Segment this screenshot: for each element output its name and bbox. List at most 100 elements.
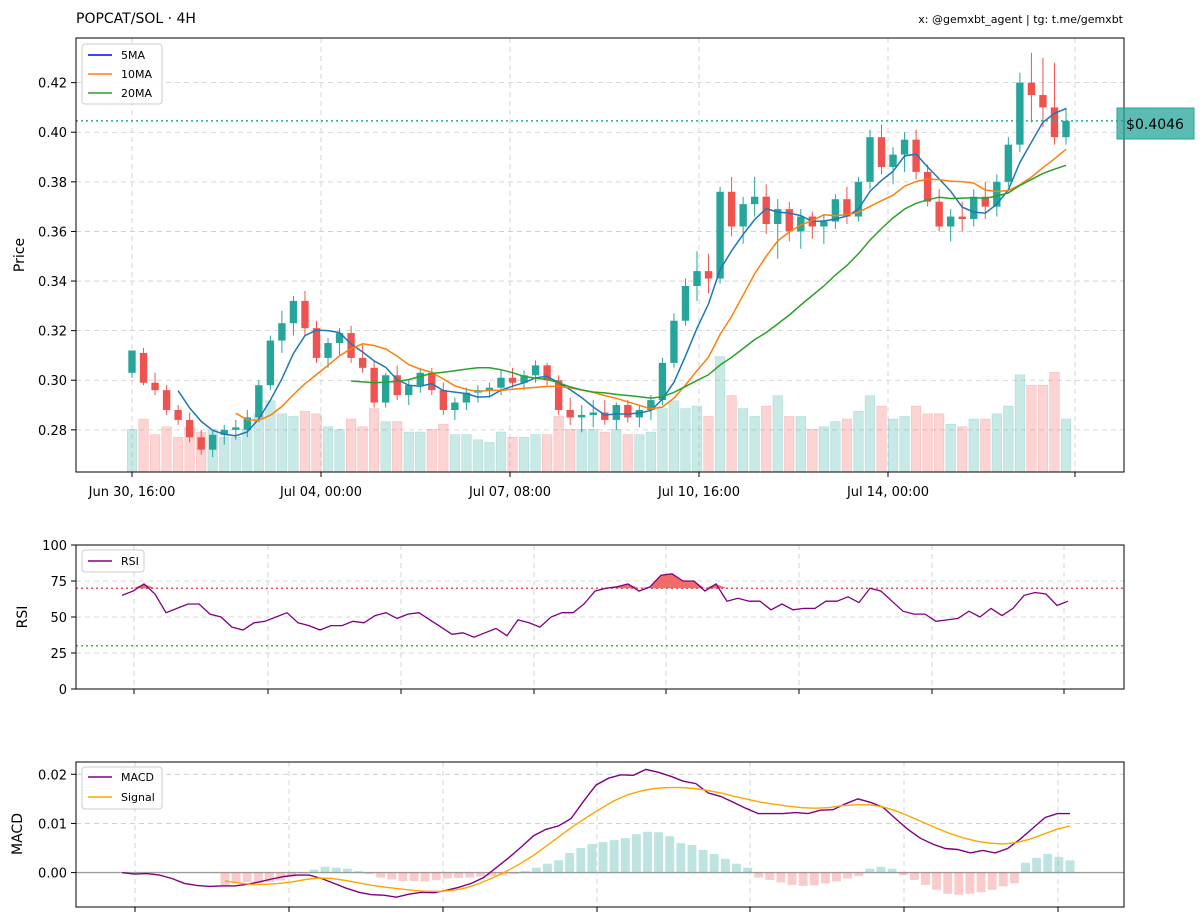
volume-bar — [126, 429, 138, 473]
price-axis-label: Price — [12, 238, 28, 272]
volume-bar — [542, 434, 553, 473]
volume-bar — [380, 421, 391, 473]
candle-body — [947, 216, 955, 227]
candle-body — [1050, 107, 1059, 138]
volume-bar — [968, 418, 979, 473]
macd-histogram-bar — [921, 872, 930, 885]
macd-histogram-bar — [887, 868, 897, 873]
volume-bar — [138, 418, 149, 473]
volume-bar — [265, 400, 276, 473]
volume-bar — [426, 429, 437, 473]
price-x-tick-label: Jul 10, 16:00 — [657, 485, 740, 500]
candle-body — [820, 221, 828, 227]
macd-histogram-bar — [1054, 856, 1064, 873]
volume-bar — [553, 416, 564, 473]
macd-histogram-bar — [476, 872, 486, 877]
candle-body — [531, 365, 540, 376]
macd-histogram-bar — [520, 871, 530, 873]
macd-histogram-bar — [554, 860, 563, 873]
candlesticks — [128, 52, 1070, 458]
volume-bar — [784, 416, 795, 473]
price-y-tick-label: 0.30 — [38, 374, 67, 389]
volume-bar — [472, 439, 484, 473]
candle-body — [439, 390, 448, 410]
candle-body — [416, 372, 424, 386]
chart-credit: x: @gemxbt_agent | tg: t.me/gemxbt — [918, 13, 1123, 26]
macd-line — [121, 768, 1070, 898]
volume-bar — [1014, 374, 1025, 473]
candle-body — [877, 137, 886, 167]
rsi-grid — [76, 544, 1124, 690]
macd-histogram-bar — [220, 872, 230, 886]
volume-bar — [415, 431, 426, 473]
macd-histogram-bar — [298, 872, 308, 874]
macd-histogram-bar — [843, 872, 853, 879]
macd-histogram-bar — [509, 872, 519, 875]
macd-grid — [76, 762, 1124, 907]
macd-histogram-bar — [1009, 872, 1019, 884]
macd-histogram-bar — [643, 831, 652, 873]
volume-bar — [853, 410, 864, 473]
ma20-line — [351, 164, 1067, 399]
candle-body — [958, 216, 966, 220]
candle-body — [278, 323, 286, 341]
candle-body — [358, 357, 367, 368]
macd-histogram-bar — [698, 849, 708, 873]
macd-histogram-bar — [1065, 860, 1075, 873]
candle-body — [185, 419, 194, 438]
price-y-tick-label: 0.42 — [38, 77, 67, 92]
candle-body — [612, 405, 620, 420]
rsi-x-ticks — [133, 689, 1065, 694]
macd-histogram-bar — [565, 852, 575, 873]
candle-body — [601, 412, 609, 420]
candle-body — [658, 362, 667, 401]
macd-histogram-bar — [809, 872, 819, 886]
macd-histogram-bar — [876, 866, 886, 873]
candle-body — [220, 429, 228, 435]
candle-body — [843, 199, 851, 217]
volume-bar — [807, 429, 818, 473]
candle-body — [1027, 82, 1036, 96]
candle-body — [681, 286, 690, 321]
candle-body — [301, 300, 309, 329]
macd-histogram-bar — [331, 867, 341, 873]
price-x-tick-label: Jun 30, 16:00 — [88, 485, 176, 500]
macd-y-tick-label: 0.01 — [38, 817, 67, 832]
candle-body — [900, 139, 909, 155]
candle-body — [1039, 95, 1047, 108]
volume-bar — [772, 395, 783, 473]
volume-bar — [818, 426, 829, 473]
rsi-y-tick-label: 75 — [50, 575, 67, 590]
macd-y-tick-label: 0.02 — [38, 768, 67, 783]
volume-bar — [403, 431, 414, 473]
volume-bar — [749, 416, 760, 473]
rsi-legend-box — [81, 549, 145, 573]
macd-histogram-bar — [431, 872, 441, 880]
macd-lines — [121, 768, 1071, 898]
candle-body — [209, 434, 217, 450]
volume-bar — [588, 429, 599, 473]
volume-bar — [299, 410, 311, 473]
candle-body — [704, 271, 713, 279]
volume-bar — [392, 421, 403, 473]
rsi-panel: 0 25 50 75 100 RSI RSI — [15, 539, 1125, 698]
candle-body — [589, 412, 597, 415]
macd-histogram-bar — [498, 872, 508, 876]
macd-histogram-bar — [620, 838, 630, 873]
candle-body — [151, 382, 159, 391]
volume-bar — [726, 395, 737, 473]
volume-bar — [991, 413, 1002, 473]
candle-body — [831, 199, 840, 222]
candle-body — [162, 390, 171, 410]
volume-bar — [691, 405, 703, 473]
volume-bar — [876, 405, 887, 473]
volume-bar — [945, 423, 956, 473]
volume-bar — [484, 442, 495, 473]
signal-legend-label: Signal — [121, 791, 155, 804]
rsi-y-tick-label: 25 — [50, 647, 67, 662]
moving-averages — [177, 107, 1067, 437]
price-y-tick-label: 0.36 — [38, 225, 67, 240]
price-y-ticks: 0.28 0.30 0.32 0.34 0.36 0.38 0.40 0.42 — [38, 77, 76, 439]
rsi-overbought-fill — [133, 573, 727, 589]
macd-histogram-bar — [909, 872, 919, 880]
